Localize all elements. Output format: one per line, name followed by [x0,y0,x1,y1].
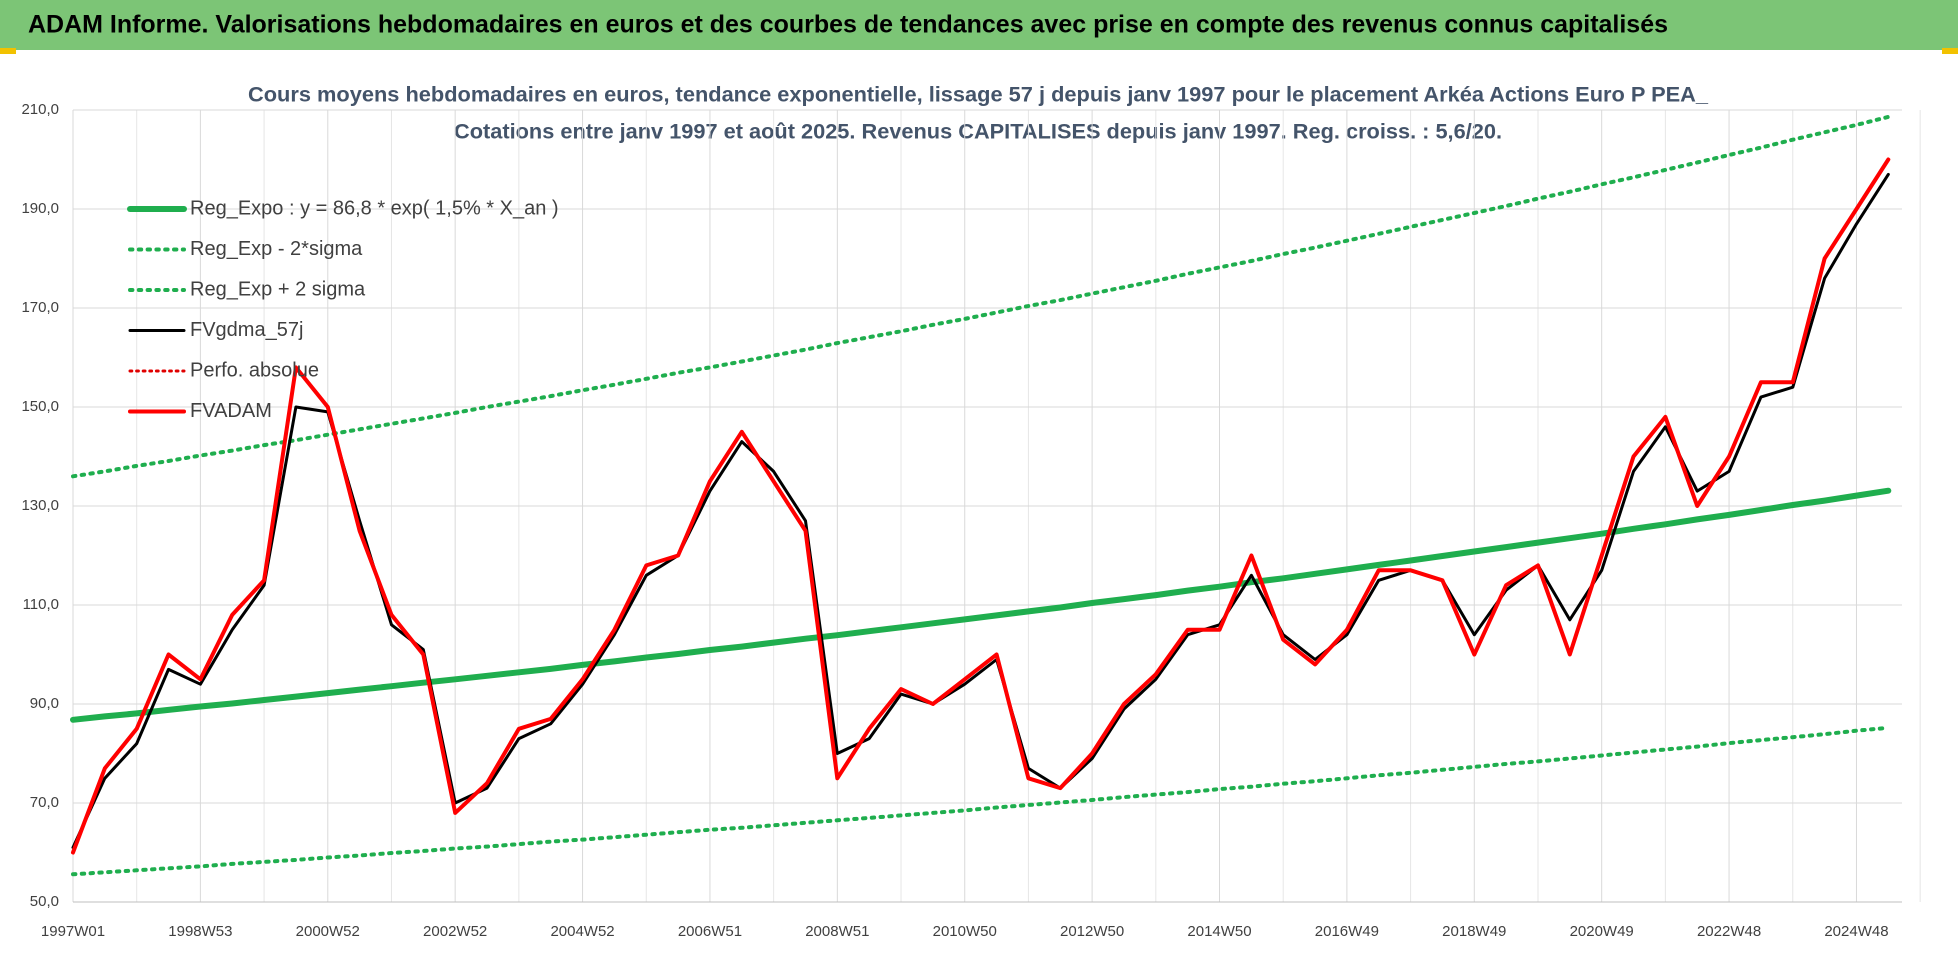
x-tick-label: 2012W50 [1060,923,1124,940]
x-tick-label: 2024W48 [1824,923,1888,940]
x-tick-label: 2008W51 [805,923,869,940]
legend-label: Reg_Exp - 2*sigma [190,238,363,260]
legend-label: FVgdma_57j [190,319,303,341]
y-tick-label: 170,0 [21,299,59,316]
x-tick-label: 1997W01 [41,923,105,940]
y-tick-label: 50,0 [30,893,59,910]
legend-label: Reg_Exp + 2 sigma [190,278,366,300]
y-tick-label: 210,0 [21,101,59,118]
x-tick-label: 2010W50 [933,923,997,940]
x-tick-label: 2000W52 [296,923,360,940]
series-line [71,114,1891,479]
y-tick-label: 70,0 [30,794,59,811]
x-tick-label: 2020W49 [1570,923,1634,940]
x-tick-label: 2018W49 [1442,923,1506,940]
legend-label: Perfo. absolue [190,359,319,381]
x-tick-label: 1998W53 [168,923,232,940]
legend-label: Reg_Expo : y = 86,8 * exp( 1,5% * X_an ) [190,197,559,219]
y-tick-label: 130,0 [21,497,59,514]
y-tick-label: 90,0 [30,695,59,712]
header-title: ADAM Informe. Valorisations hebdomadaire… [28,11,1668,39]
x-tick-label: 2014W50 [1187,923,1251,940]
chart-title: Cours moyens hebdomadaires en euros, ten… [248,84,1708,107]
series-line [70,487,1892,723]
corner [0,48,16,54]
x-tick-label: 2004W52 [550,923,614,940]
y-tick-label: 190,0 [21,200,59,217]
header-band [0,0,1958,50]
series-line [71,157,1891,855]
x-tick-label: 2016W49 [1315,923,1379,940]
series-line [71,725,1891,877]
x-tick-label: 2002W52 [423,923,487,940]
corner [1942,48,1958,54]
legend-label: FVADAM [190,400,272,422]
y-tick-label: 150,0 [21,398,59,415]
chart-subtitle: Cotations entre janv 1997 et août 2025. … [454,121,1502,144]
x-tick-label: 2022W48 [1697,923,1761,940]
x-tick-label: 2006W51 [678,923,742,940]
y-tick-label: 110,0 [23,596,59,613]
